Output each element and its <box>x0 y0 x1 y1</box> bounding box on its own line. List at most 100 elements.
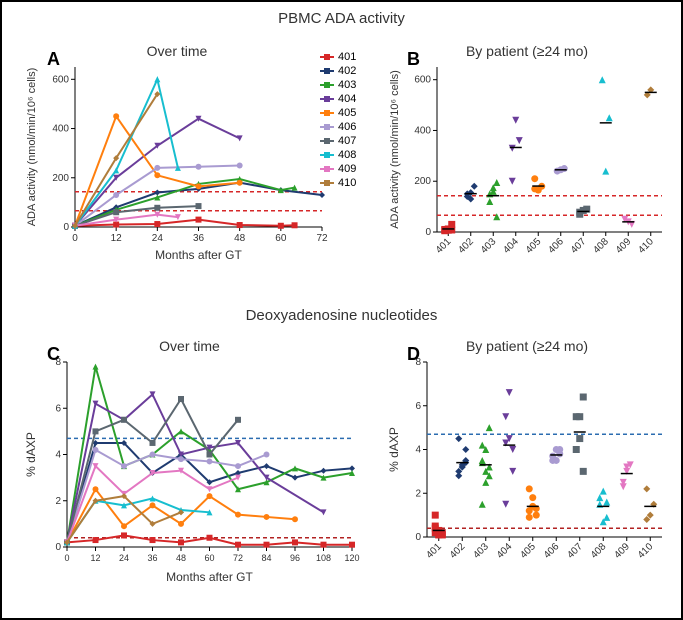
legend-item-404: 404 <box>320 92 356 106</box>
svg-text:405: 405 <box>518 541 538 561</box>
legend-swatch <box>320 70 334 73</box>
svg-text:24: 24 <box>119 553 129 563</box>
legend-item-407: 407 <box>320 134 356 148</box>
svg-text:72: 72 <box>316 233 328 244</box>
panel-c-title: Over time <box>17 338 362 354</box>
panel-d: D By patient (≥24 mo) 02468% dAXP4014024… <box>382 332 672 592</box>
legend-label: 408 <box>338 149 356 161</box>
svg-text:409: 409 <box>614 236 634 256</box>
svg-text:2: 2 <box>55 496 61 507</box>
svg-text:Months after GT: Months after GT <box>166 570 253 584</box>
svg-text:0: 0 <box>63 222 69 233</box>
svg-text:4: 4 <box>415 445 421 456</box>
legend-item-403: 403 <box>320 78 356 92</box>
svg-text:0: 0 <box>425 227 431 238</box>
svg-text:% dAXP: % dAXP <box>387 427 401 472</box>
panel-a-svg: 02004006000122436486072Months after GTAD… <box>17 37 337 267</box>
svg-text:400: 400 <box>414 125 431 136</box>
svg-text:402: 402 <box>456 236 476 256</box>
svg-text:2: 2 <box>415 488 421 499</box>
svg-text:402: 402 <box>448 541 468 561</box>
legend-label: 402 <box>338 65 356 77</box>
svg-text:200: 200 <box>52 173 69 184</box>
legend-item-402: 402 <box>320 64 356 78</box>
svg-text:60: 60 <box>204 553 214 563</box>
legend-label: 409 <box>338 163 356 175</box>
svg-text:ADA activity (nmol/min/10⁶ cel: ADA activity (nmol/min/10⁶ cells) <box>26 68 38 227</box>
svg-text:108: 108 <box>316 553 331 563</box>
svg-text:400: 400 <box>52 124 69 135</box>
svg-text:ADA activity (nmol/min/10⁶ cel: ADA activity (nmol/min/10⁶ cells) <box>389 70 401 229</box>
legend-swatch <box>320 112 334 115</box>
legend-item-410: 410 <box>320 176 356 190</box>
legend-swatch <box>320 56 334 59</box>
svg-text:% dAXP: % dAXP <box>24 432 38 477</box>
svg-text:200: 200 <box>414 176 431 187</box>
panel-a: A Over time 02004006000122436486072Month… <box>17 37 337 267</box>
legend-swatch <box>320 84 334 87</box>
svg-text:84: 84 <box>261 553 271 563</box>
svg-text:72: 72 <box>233 553 243 563</box>
legend-label: 404 <box>338 93 356 105</box>
figure-root: PBMC ADA activity A Over time 0200400600… <box>0 0 683 620</box>
svg-text:401: 401 <box>434 236 454 256</box>
legend-label: 401 <box>338 51 356 63</box>
svg-text:405: 405 <box>524 236 544 256</box>
svg-text:120: 120 <box>344 553 359 563</box>
legend: 401 402 403 404 405 406 407 408 409 410 <box>320 50 356 190</box>
legend-swatch <box>320 154 334 157</box>
svg-text:6: 6 <box>55 403 61 414</box>
svg-text:0: 0 <box>72 233 78 244</box>
svg-text:36: 36 <box>147 553 157 563</box>
panel-c: C Over time 0246801224364860728496108120… <box>17 332 362 592</box>
svg-text:60: 60 <box>275 233 287 244</box>
svg-text:404: 404 <box>501 236 521 256</box>
svg-text:6: 6 <box>415 401 421 412</box>
svg-text:12: 12 <box>90 553 100 563</box>
svg-text:408: 408 <box>589 541 609 561</box>
panel-c-svg: 0246801224364860728496108120Months after… <box>17 332 362 592</box>
legend-label: 410 <box>338 177 356 189</box>
svg-text:410: 410 <box>636 541 656 561</box>
legend-swatch <box>320 98 334 101</box>
legend-item-401: 401 <box>320 50 356 64</box>
panel-a-title: Over time <box>17 43 337 59</box>
svg-text:Months after GT: Months after GT <box>155 248 242 262</box>
svg-text:0: 0 <box>55 542 61 553</box>
legend-swatch <box>320 140 334 143</box>
legend-item-405: 405 <box>320 106 356 120</box>
panel-d-svg: 02468% dAXP40140240340440540640740840941… <box>382 332 672 592</box>
svg-text:0: 0 <box>415 532 421 543</box>
svg-text:401: 401 <box>424 541 444 561</box>
svg-text:403: 403 <box>471 541 491 561</box>
section-title-top: PBMC ADA activity <box>2 10 681 27</box>
svg-text:48: 48 <box>176 553 186 563</box>
svg-text:406: 406 <box>542 541 562 561</box>
panel-b-title: By patient (≥24 mo) <box>382 43 672 59</box>
legend-label: 406 <box>338 121 356 133</box>
legend-label: 405 <box>338 107 356 119</box>
section-title-bottom: Deoxyadenosine nucleotides <box>2 307 681 324</box>
legend-swatch <box>320 182 334 185</box>
svg-text:409: 409 <box>612 541 632 561</box>
panel-b-svg: 0 200 400 600 ADA activity (nmol/min/10⁶ cel… <box>382 37 672 287</box>
legend-item-408: 408 <box>320 148 356 162</box>
svg-text:96: 96 <box>290 553 300 563</box>
panel-b: B By patient (≥24 mo) 0200400600ADA acti… <box>382 37 672 287</box>
svg-text:408: 408 <box>591 236 611 256</box>
legend-item-406: 406 <box>320 120 356 134</box>
svg-text:36: 36 <box>193 233 205 244</box>
svg-text:410: 410 <box>636 236 656 256</box>
svg-text:600: 600 <box>52 74 69 85</box>
legend-swatch <box>320 168 334 171</box>
svg-text:403: 403 <box>479 236 499 256</box>
panel-d-title: By patient (≥24 mo) <box>382 338 672 354</box>
legend-label: 403 <box>338 79 356 91</box>
svg-text:600: 600 <box>414 75 431 86</box>
svg-text:24: 24 <box>152 233 164 244</box>
svg-text:48: 48 <box>234 233 246 244</box>
legend-label: 407 <box>338 135 356 147</box>
svg-text:406: 406 <box>546 236 566 256</box>
svg-text:407: 407 <box>569 236 589 256</box>
legend-item-409: 409 <box>320 162 356 176</box>
